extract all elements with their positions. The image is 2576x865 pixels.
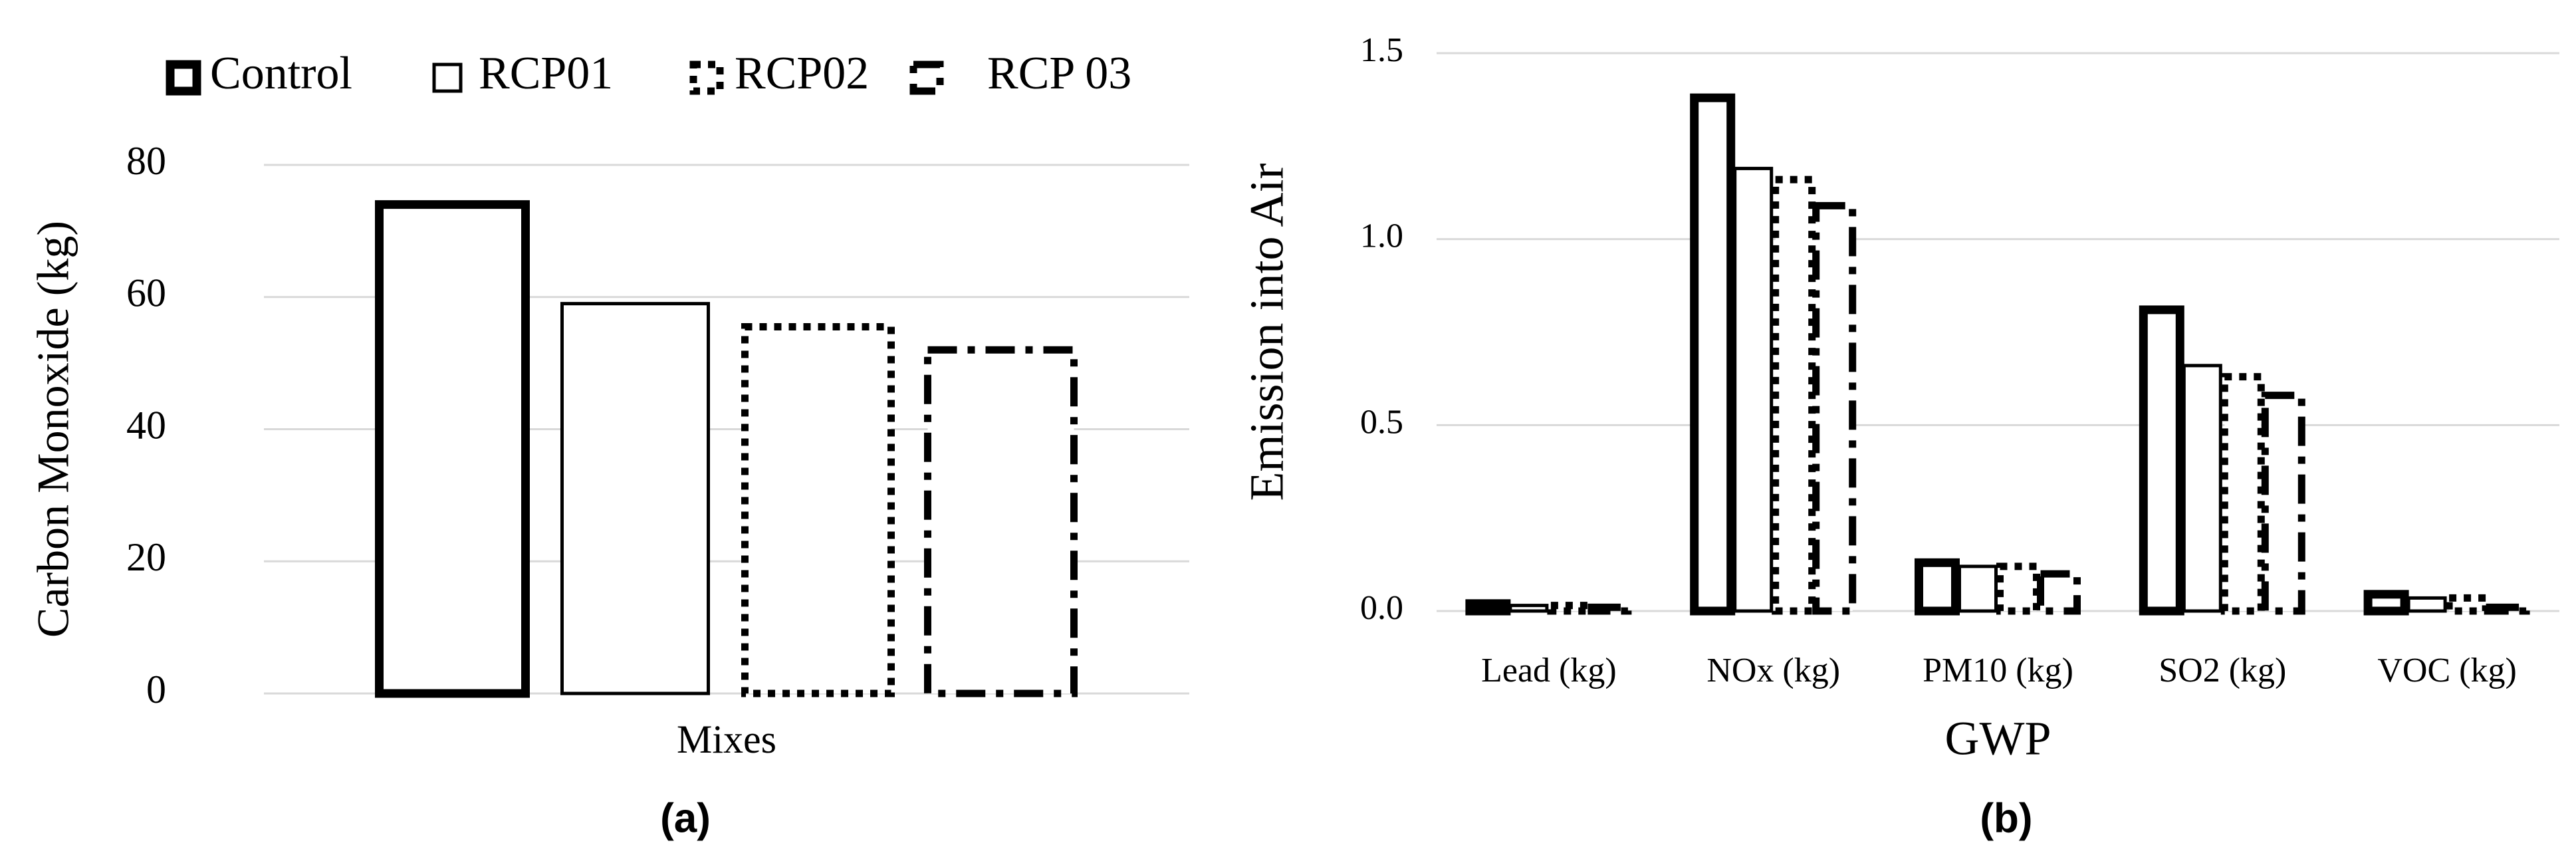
legend-label: RCP01 (479, 48, 613, 99)
legend-swatch (909, 61, 944, 95)
legend-label: Control (210, 48, 352, 99)
bar (924, 346, 1078, 697)
bar (2406, 596, 2447, 613)
bar (1772, 176, 1816, 615)
bar (2445, 594, 2490, 615)
y-axis-title: Emission into Air (1240, 163, 1294, 501)
x-tick-label: Lead (kg) (1481, 652, 1617, 689)
bar (1996, 562, 2040, 615)
bar (1958, 564, 1998, 613)
legend-swatch (432, 62, 463, 93)
bar (1465, 599, 1511, 616)
bar (1587, 603, 1632, 615)
legend-label: RCP 03 (987, 48, 1131, 99)
y-tick-label: 40 (126, 403, 166, 447)
y-tick-label: 80 (126, 139, 166, 183)
caption: (a) (660, 795, 711, 841)
bar (375, 200, 530, 698)
x-tick-label: VOC (kg) (2377, 652, 2516, 689)
y-tick-label: 60 (126, 271, 166, 315)
bar (1733, 166, 1774, 613)
bar (1915, 558, 1960, 616)
bar (1508, 604, 1549, 613)
bar (560, 302, 710, 695)
legend-swatch (166, 60, 201, 96)
bar (2139, 305, 2184, 616)
bar (1547, 602, 1591, 615)
bar (741, 322, 895, 697)
x-axis-title: GWP (1945, 712, 2051, 765)
bar (1812, 201, 1857, 615)
y-tick-label: 1.0 (1360, 217, 1403, 255)
legend-label: RCP02 (735, 48, 869, 99)
y-axis-title: Carbon Monoxide (kg) (28, 221, 78, 638)
y-tick-label: 1.5 (1360, 31, 1403, 69)
caption: (b) (1980, 795, 2032, 841)
y-tick-label: 20 (126, 535, 166, 579)
bar (1690, 93, 1736, 616)
bar (2363, 590, 2409, 616)
legend-swatch (689, 61, 724, 95)
y-tick-label: 0.5 (1360, 403, 1403, 441)
bar (2486, 603, 2530, 615)
bar (2037, 570, 2081, 615)
y-tick-label: 0 (146, 668, 166, 711)
bar (2182, 364, 2222, 613)
x-tick-label: Mixes (677, 717, 776, 761)
bar (2261, 392, 2305, 615)
bar (2220, 373, 2265, 615)
x-tick-label: PM10 (kg) (1923, 652, 2073, 689)
y-tick-label: 0.0 (1360, 589, 1403, 627)
x-tick-label: NOx (kg) (1706, 652, 1840, 689)
x-tick-label: SO2 (kg) (2159, 652, 2286, 689)
